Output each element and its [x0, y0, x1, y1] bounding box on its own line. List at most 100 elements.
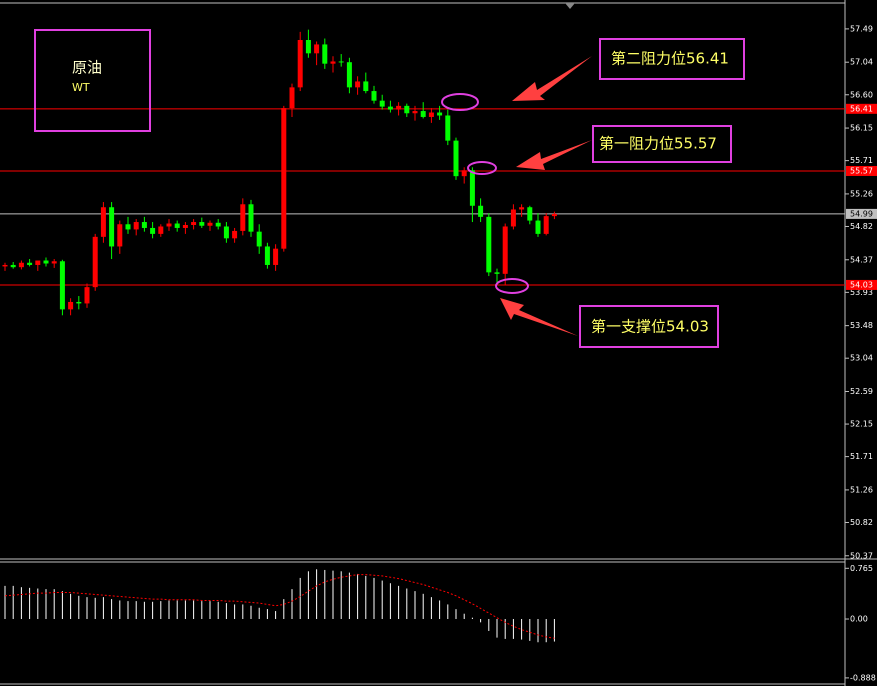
y-tick-label: 54.82	[850, 222, 873, 231]
highlight	[467, 161, 497, 175]
annotation-box	[592, 125, 732, 163]
candle-body	[527, 207, 533, 221]
plot: 57.49 57.04 56.60 56.15 55.71 55.26 54.82 54.37…	[0, 24, 877, 682]
candle-body	[256, 231, 262, 247]
candle-body	[232, 230, 238, 239]
y-tick-label: 51.26	[850, 485, 873, 494]
level-tag	[846, 165, 877, 176]
candle-body	[379, 100, 385, 107]
y-tick-label: 51.71	[850, 452, 873, 461]
candle-body	[297, 40, 303, 88]
candle-body	[158, 226, 164, 234]
y-tick-label: 56.60	[850, 90, 873, 99]
candle-body	[215, 222, 221, 227]
shift-marker	[565, 3, 575, 9]
y-tick-label: 0.765	[850, 564, 873, 573]
candle-body	[519, 207, 525, 210]
y-tick-label: 53.93	[850, 288, 873, 297]
candle-body	[18, 262, 24, 268]
candle-body	[264, 246, 270, 265]
instrument-code: WT	[72, 81, 90, 94]
candle-body	[125, 224, 131, 230]
y-tick-label: 57.04	[850, 58, 873, 67]
candle-body	[346, 62, 352, 88]
candle-body	[535, 220, 541, 234]
level-tag	[846, 279, 877, 290]
candle-body	[322, 44, 328, 64]
annotation: 第二阻力位56.41	[611, 50, 729, 68]
candle-body	[51, 261, 57, 264]
candle-body	[166, 223, 172, 227]
candle-body	[150, 227, 156, 234]
annotation: 第一阻力位55.57	[599, 135, 717, 153]
candle-body	[551, 213, 557, 217]
candle-body	[43, 260, 49, 264]
candle-body	[486, 216, 492, 273]
level-tag-label: 56.41	[850, 104, 873, 113]
candle-body	[59, 261, 65, 310]
candle-body	[510, 209, 516, 227]
y-tick-label: 0.00	[850, 615, 868, 624]
level-tag	[846, 103, 877, 114]
candle-body	[338, 61, 344, 63]
annotation-box	[599, 38, 745, 80]
highlight	[495, 278, 529, 294]
candle-body	[133, 222, 139, 230]
candle-body	[174, 223, 180, 228]
candle-body	[478, 205, 484, 217]
candle-body	[387, 106, 393, 110]
candle-body	[420, 111, 426, 117]
annotation: 第一支撑位54.03	[591, 318, 709, 336]
candle-body	[117, 224, 123, 247]
y-tick-label: 55.71	[850, 156, 873, 165]
candle-body	[27, 262, 33, 265]
label-box	[34, 29, 151, 132]
candle-body	[314, 44, 320, 54]
candle-body	[35, 260, 41, 265]
candle-body	[371, 91, 377, 101]
highlight	[441, 93, 479, 111]
level-tag	[846, 208, 877, 219]
arrow	[512, 56, 592, 101]
candle-body	[84, 287, 90, 304]
candle-body	[92, 236, 98, 288]
candle-body	[412, 111, 418, 114]
candle-body	[502, 226, 508, 274]
candle-body	[355, 81, 361, 88]
candle-body	[453, 140, 459, 177]
candle-body	[199, 222, 205, 226]
annotation-box	[579, 305, 719, 348]
candle-body	[109, 207, 115, 247]
y-tick-label: 56.15	[850, 124, 873, 133]
instrument-name: 原油	[72, 59, 102, 77]
candle-body	[273, 248, 279, 265]
candle-body	[248, 204, 254, 232]
candle-body	[543, 216, 549, 234]
y-tick-label: 52.59	[850, 387, 873, 396]
candle-body	[396, 105, 402, 110]
candle-body	[207, 222, 213, 226]
arrow	[500, 298, 578, 336]
signal-line	[4, 574, 555, 639]
candle-body	[363, 81, 369, 92]
arrow	[516, 140, 592, 170]
candle-body	[445, 115, 451, 141]
level-tag-label: 54.03	[850, 280, 873, 289]
y-tick-label: 50.82	[850, 518, 873, 527]
y-tick-label: 52.15	[850, 420, 873, 429]
candle-body	[305, 40, 311, 54]
candle-body	[281, 108, 287, 249]
candle-body	[182, 225, 188, 228]
candle-body	[469, 170, 475, 206]
candle-body	[428, 112, 434, 117]
y-tick-label: 53.04	[850, 354, 873, 363]
y-tick-label: 54.37	[850, 255, 873, 264]
candle-body	[223, 226, 229, 239]
candle-body	[76, 301, 82, 304]
candle-body	[2, 264, 8, 267]
candle-body	[240, 204, 246, 231]
candle-body	[461, 170, 467, 177]
level-tag-label: 55.57	[850, 166, 873, 175]
